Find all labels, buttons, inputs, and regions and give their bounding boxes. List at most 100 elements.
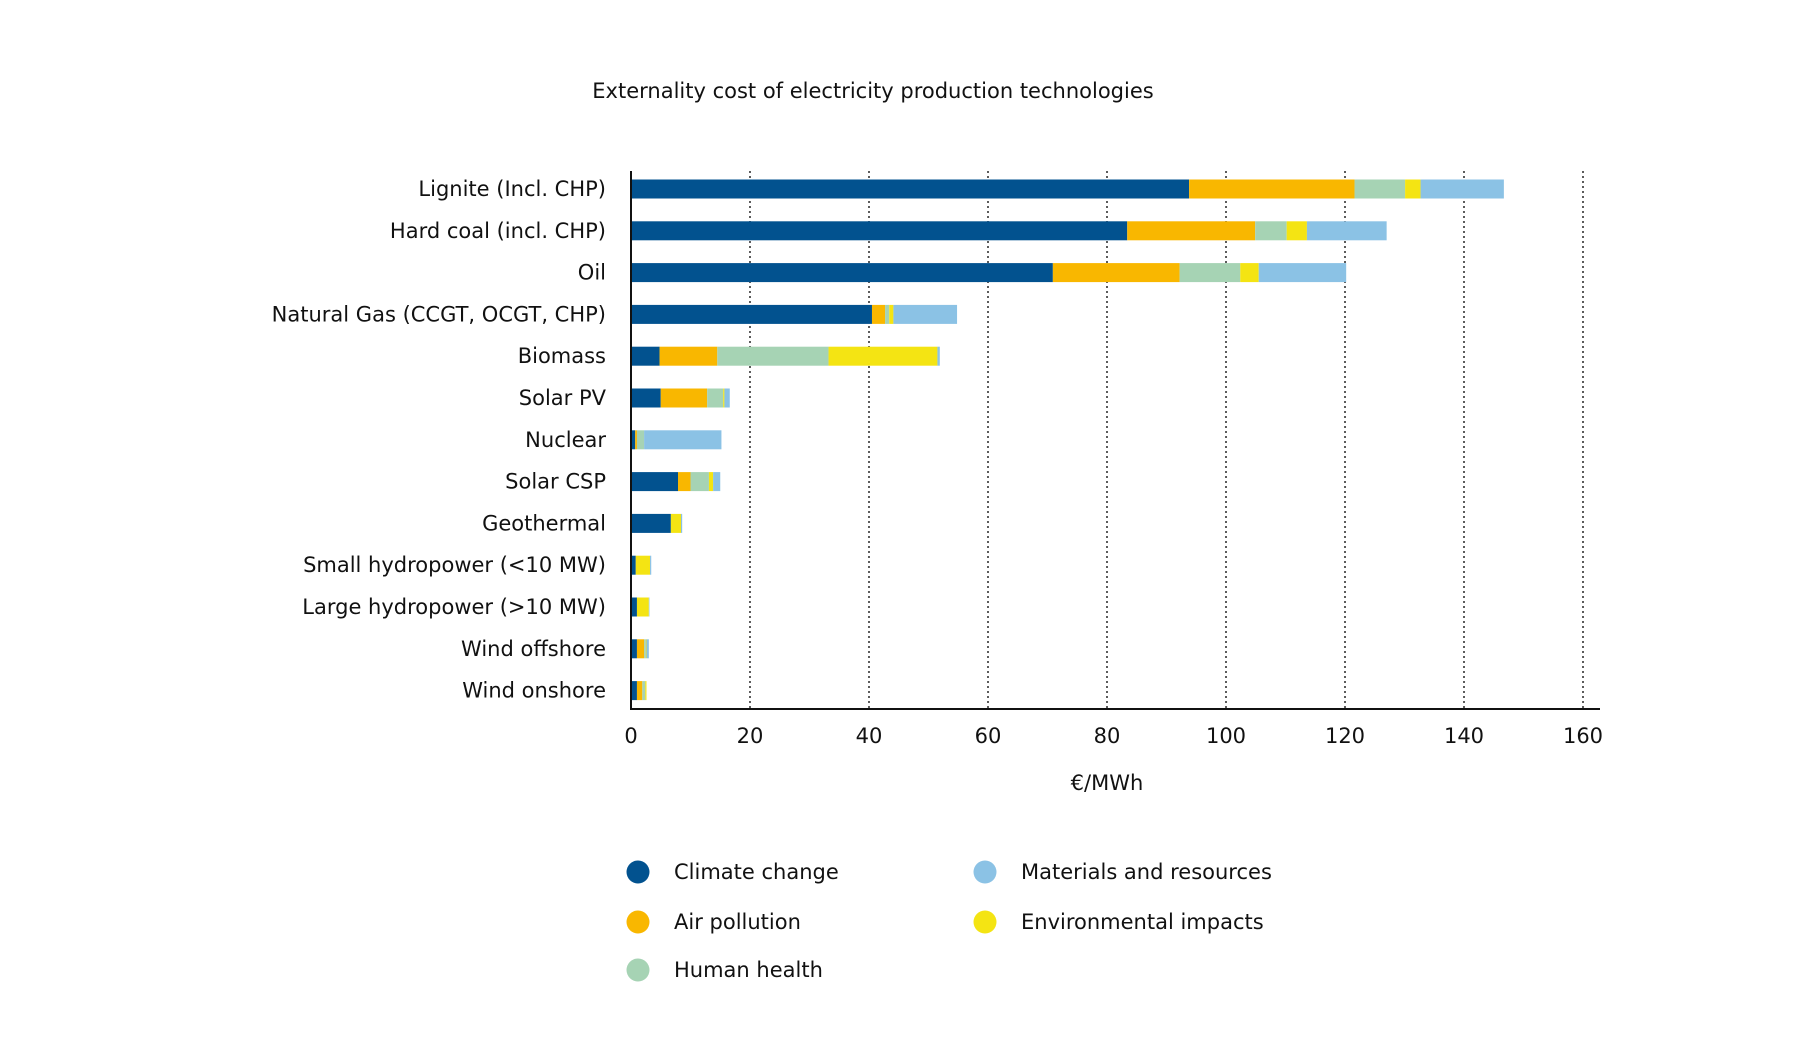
bar-segment-climate-change xyxy=(631,179,1190,199)
bar-segment-environmental-impacts xyxy=(723,388,725,408)
x-tick-label: 80 xyxy=(1094,724,1121,748)
bar-geothermal xyxy=(631,513,683,533)
bar-segment-materials-and-resources xyxy=(713,472,721,492)
bar-segment-climate-change xyxy=(631,388,661,408)
bar-segment-human-health xyxy=(644,639,646,659)
category-label: Geothermal xyxy=(482,511,606,535)
bar-lignite-incl-chp xyxy=(631,179,1504,199)
bar-segment-environmental-impacts xyxy=(1405,179,1421,199)
legend-item-air-pollution: Air pollution xyxy=(626,910,801,934)
chart-title: Externality cost of electricity producti… xyxy=(592,79,1153,103)
legend-label: Human health xyxy=(674,958,823,982)
category-label: Natural Gas (CCGT, OCGT, CHP) xyxy=(272,302,606,326)
category-label: Hard coal (incl. CHP) xyxy=(390,219,606,243)
bar-segment-environmental-impacts xyxy=(1286,221,1307,241)
bar-segment-environmental-impacts xyxy=(828,346,938,366)
bar-segment-climate-change xyxy=(631,555,636,575)
bar-segment-materials-and-resources xyxy=(644,430,722,450)
bar-large-hydropower-10-mw xyxy=(631,597,650,617)
bar-segment-air-pollution xyxy=(1052,263,1180,283)
bar-segment-air-pollution xyxy=(659,346,718,366)
x-axis-title: €/MWh xyxy=(1071,771,1144,795)
category-label: Biomass xyxy=(518,344,606,368)
bar-segment-climate-change xyxy=(631,430,636,450)
bar-segment-materials-and-resources xyxy=(680,513,683,533)
legend-item-human-health: Human health xyxy=(626,958,823,982)
legend-label: Environmental impacts xyxy=(1021,910,1264,934)
category-label: Solar PV xyxy=(519,386,607,410)
bar-nuclear xyxy=(631,430,722,450)
bar-segment-air-pollution xyxy=(1127,221,1256,241)
bar-segment-climate-change xyxy=(631,263,1053,283)
bar-segment-materials-and-resources xyxy=(1258,263,1347,283)
x-tick-labels: 0 20 40 60 80 100 120 140 160 xyxy=(624,724,1603,748)
bar-segment-environmental-impacts xyxy=(636,597,649,617)
bar-segment-air-pollution xyxy=(871,304,886,324)
bar-segment-human-health xyxy=(1354,179,1406,199)
category-label: Solar CSP xyxy=(505,470,606,494)
legend-swatch xyxy=(626,860,650,884)
bar-segment-human-health xyxy=(1255,221,1287,241)
legend-label: Climate change xyxy=(674,860,839,884)
bar-solar-pv xyxy=(631,388,730,408)
category-label: Oil xyxy=(578,261,606,285)
x-tick-label: 140 xyxy=(1444,724,1484,748)
legend-swatch xyxy=(973,860,997,884)
bar-segment-climate-change xyxy=(631,513,671,533)
bar-segment-climate-change xyxy=(631,597,637,617)
bar-segment-climate-change xyxy=(631,639,637,659)
bar-segment-air-pollution xyxy=(1189,179,1355,199)
bar-segment-environmental-impacts xyxy=(889,304,894,324)
x-tick-label: 40 xyxy=(856,724,883,748)
bar-segment-materials-and-resources xyxy=(1420,179,1504,199)
bar-segment-materials-and-resources xyxy=(893,304,958,324)
bar-segment-environmental-impacts xyxy=(708,472,714,492)
bar-wind-onshore xyxy=(631,681,647,701)
bar-oil xyxy=(631,263,1347,283)
bar-segment-human-health xyxy=(636,430,645,450)
x-tick-label: 0 xyxy=(624,724,637,748)
x-tick-label: 120 xyxy=(1325,724,1365,748)
legend-label: Materials and resources xyxy=(1021,860,1272,884)
legend-swatch xyxy=(973,910,997,934)
x-tick-label: 20 xyxy=(737,724,764,748)
bar-segment-air-pollution xyxy=(635,430,637,450)
x-tick-label: 100 xyxy=(1206,724,1246,748)
bar-segment-human-health xyxy=(642,681,646,701)
bar-segment-materials-and-resources xyxy=(650,555,652,575)
bar-hard-coal-incl-chp xyxy=(631,221,1387,241)
category-label: Nuclear xyxy=(525,428,606,452)
bar-segment-climate-change xyxy=(631,221,1128,241)
bar-segment-environmental-impacts xyxy=(645,639,647,659)
bar-segment-human-health xyxy=(717,346,829,366)
bar-segment-climate-change xyxy=(631,681,637,701)
legend-label: Air pollution xyxy=(674,910,801,934)
bar-segment-human-health xyxy=(707,388,724,408)
bar-segment-climate-change xyxy=(631,346,660,366)
legend-item-environmental-impacts: Environmental impacts xyxy=(973,910,1264,934)
bars xyxy=(631,179,1504,701)
bar-natural-gas-ccgt-ocgt-chp xyxy=(631,304,958,324)
bar-small-hydropower-10-mw xyxy=(631,555,652,575)
gridlines xyxy=(749,171,1584,709)
bar-segment-environmental-impacts xyxy=(670,513,681,533)
category-label: Lignite (Incl. CHP) xyxy=(418,177,606,201)
bar-segment-climate-change xyxy=(631,304,872,324)
bar-biomass xyxy=(631,346,940,366)
bar-segment-materials-and-resources xyxy=(1306,221,1387,241)
x-tick-label: 160 xyxy=(1563,724,1603,748)
legend-item-climate-change: Climate change xyxy=(626,860,839,884)
bar-segment-air-pollution xyxy=(678,472,691,492)
bar-segment-air-pollution xyxy=(660,388,708,408)
category-label: Large hydropower (>10 MW) xyxy=(302,595,606,619)
category-label: Wind onshore xyxy=(462,679,606,703)
legend: Climate change Air pollution Human health M… xyxy=(626,860,1272,982)
bar-segment-human-health xyxy=(690,472,709,492)
bar-segment-environmental-impacts xyxy=(645,681,647,701)
category-label: Small hydropower (<10 MW) xyxy=(303,553,606,577)
bar-segment-environmental-impacts xyxy=(1240,263,1259,283)
bar-segment-materials-and-resources xyxy=(724,388,730,408)
legend-swatch xyxy=(626,910,650,934)
legend-swatch xyxy=(626,958,650,982)
